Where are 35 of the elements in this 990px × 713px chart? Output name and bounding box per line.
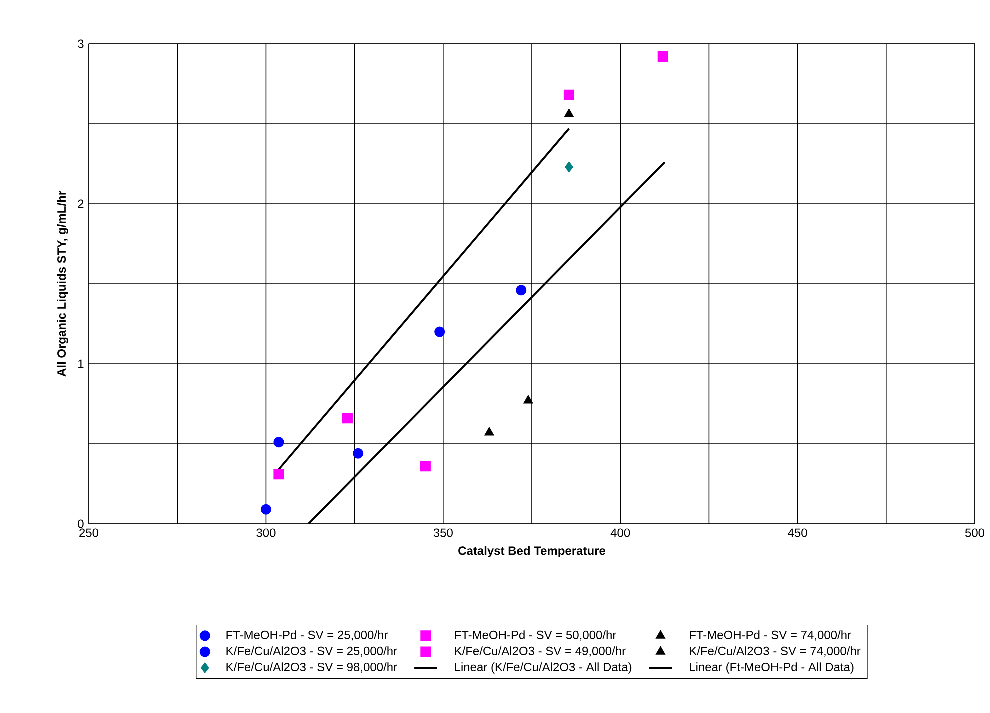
legend-label: K/Fe/Cu/Al2O3 - SV = 49,000/hr [455,646,626,657]
legend-label: Linear (K/Fe/Cu/Al2O3 - All Data) [455,662,632,674]
point [565,162,574,172]
y-tick-label: 1 [78,360,84,368]
point [564,109,574,118]
point [564,90,574,100]
point [420,461,431,472]
x-tick-label: 450 [788,528,808,538]
x-tick-label: 300 [256,528,276,538]
x-tick-label: 250 [80,528,99,538]
legend-label: K/Fe/Cu/Al2O3 - SV = 98,000/hr [226,662,398,673]
point [434,326,446,338]
point [484,428,494,436]
x-axis-title: Catalyst Bed Temperature [458,546,606,558]
legend-label: FT-MeOH-Pd - SV = 74,000/hr [690,630,852,641]
y-tick-label: 0 [78,520,84,528]
y-tick-label: 3 [78,40,84,48]
x-tick-label: 500 [965,528,985,538]
point [524,396,534,404]
point [658,52,668,62]
y-axis-title: All Organic Liquids STY, g/mL/hr [57,191,68,377]
point [516,285,527,296]
point [274,437,284,448]
legend-label: K/Fe/Cu/Al2O3 - SV = 25,000/hr [226,646,398,657]
point [353,448,364,459]
point [260,504,272,515]
legend-label: K/Fe/Cu/Al2O3 - SV = 74,000/hr [690,646,861,657]
legend-label: FT-MeOH-Pd - SV = 25,000/hr [226,630,388,641]
point [274,469,284,480]
legend-label: Linear (Ft-MeOH-Pd - All Data) [690,662,854,674]
point [342,413,353,424]
x-tick-label: 400 [610,528,630,538]
x-tick-label: 350 [434,528,453,538]
y-tick-label: 2 [78,200,84,208]
legend-label: FT-MeOH-Pd - SV = 50,000/hr [455,630,616,641]
